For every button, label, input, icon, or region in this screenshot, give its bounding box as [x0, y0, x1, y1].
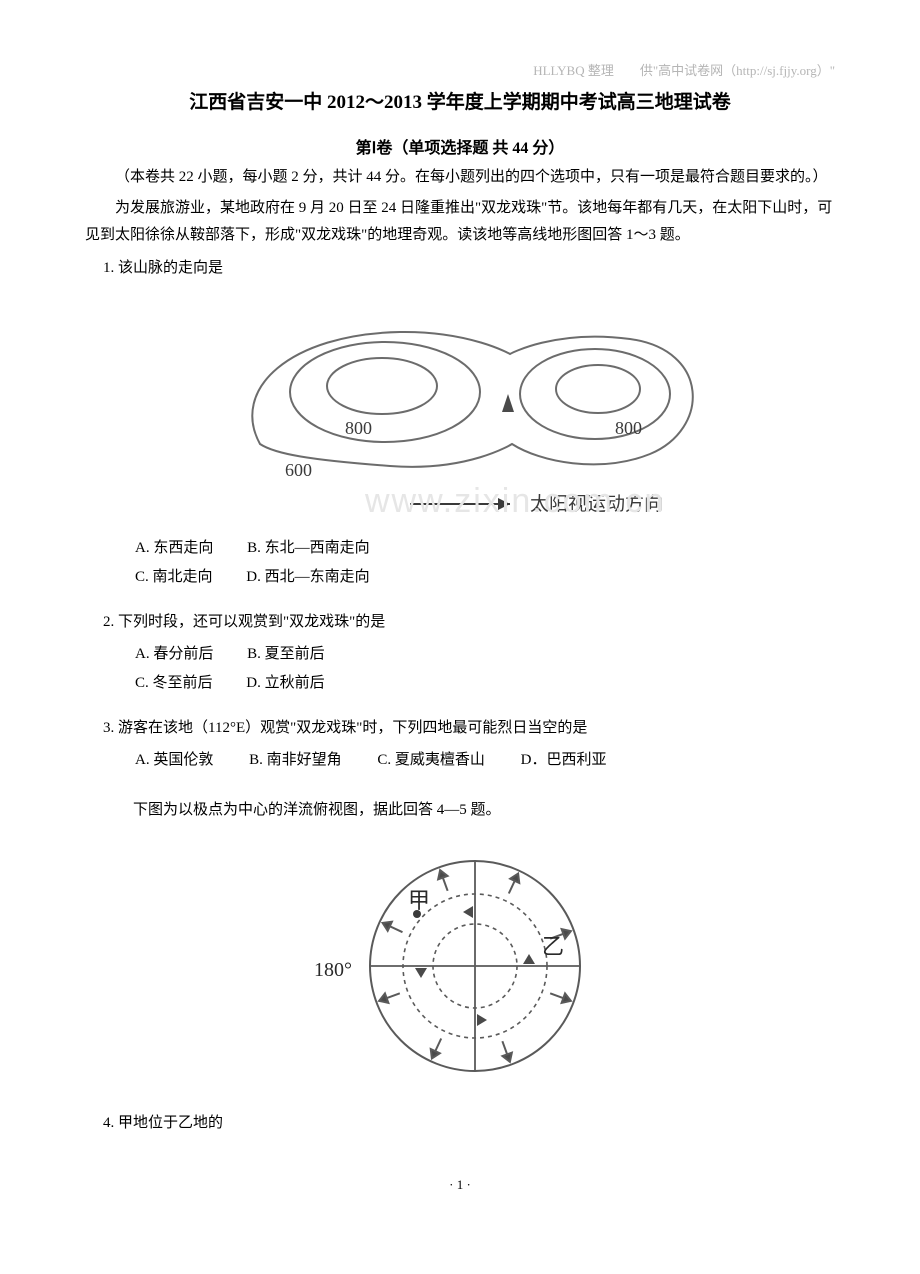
q2-option-a: A. 春分前后 [135, 640, 213, 669]
passage-1: 为发展旅游业，某地政府在 9 月 20 日至 24 日隆重推出"双龙戏珠"节。该… [85, 195, 835, 249]
question-4-text: 4. 甲地位于乙地的 [103, 1110, 835, 1137]
header-source-line: HLLYBQ 整理 供"高中试卷网（http://sj.fjjy.org）" [85, 60, 835, 79]
q3-option-a: A. 英国伦敦 [135, 746, 213, 775]
sun-motion-caption: 太阳视运动方向 [530, 493, 663, 515]
q1-option-a: A. 东西走向 [135, 534, 213, 563]
section-intro: （本卷共 22 小题，每小题 2 分，共计 44 分。在每小题列出的四个选项中，… [85, 164, 835, 191]
q3-option-c: C. 夏威夷檀香山 [377, 746, 485, 775]
q1-option-c: C. 南北走向 [135, 563, 213, 592]
figure-2-polar-currents: 甲 乙 180° [85, 836, 835, 1096]
passage-2: 下图为以极点为中心的洋流俯视图，据此回答 4—5 题。 [103, 797, 835, 824]
page: HLLYBQ 整理 供"高中试卷网（http://sj.fjjy.org）" 江… [0, 0, 920, 1233]
q3-option-b: B. 南非好望角 [249, 746, 342, 775]
label-yi: 乙 [542, 934, 564, 959]
q1-option-d: D. 西北—东南走向 [246, 563, 369, 592]
question-1-options: A. 东西走向 B. 东北—西南走向 C. 南北走向 D. 西北—东南走向 [135, 534, 835, 591]
page-number: · 1 · [85, 1177, 835, 1193]
figure-1-contour-map: 800 800 600 太阳视运动方向 www.zixin.com.cn [85, 294, 835, 524]
contour-svg: 800 800 600 太阳视运动方向 [200, 294, 720, 524]
question-1-text: 1. 该山脉的走向是 [103, 255, 835, 282]
polar-svg: 甲 乙 180° [280, 836, 640, 1096]
section-title: 第Ⅰ卷（单项选择题 共 44 分） [85, 134, 835, 158]
question-3-options: A. 英国伦敦 B. 南非好望角 C. 夏威夷檀香山 D．巴西利亚 [135, 746, 835, 775]
q2-option-b: B. 夏至前后 [247, 640, 325, 669]
label-180: 180° [314, 959, 352, 981]
question-2-text: 2. 下列时段，还可以观赏到"双龙戏珠"的是 [103, 609, 835, 636]
contour-label-600: 600 [285, 460, 312, 480]
q2-option-c: C. 冬至前后 [135, 669, 213, 698]
q2-option-d: D. 立秋前后 [246, 669, 324, 698]
question-2-options: A. 春分前后 B. 夏至前后 C. 冬至前后 D. 立秋前后 [135, 640, 835, 697]
question-3-text: 3. 游客在该地（112°E）观赏"双龙戏珠"时，下列四地最可能烈日当空的是 [103, 715, 835, 742]
contour-label-800a: 800 [345, 418, 372, 438]
q1-option-b: B. 东北—西南走向 [247, 534, 370, 563]
q3-option-d: D．巴西利亚 [521, 746, 607, 775]
contour-label-800b: 800 [615, 418, 642, 438]
label-jia: 甲 [408, 888, 430, 913]
exam-title: 江西省吉安一中 2012～2013 学年度上学期期中考试高三地理试卷 [85, 87, 835, 114]
